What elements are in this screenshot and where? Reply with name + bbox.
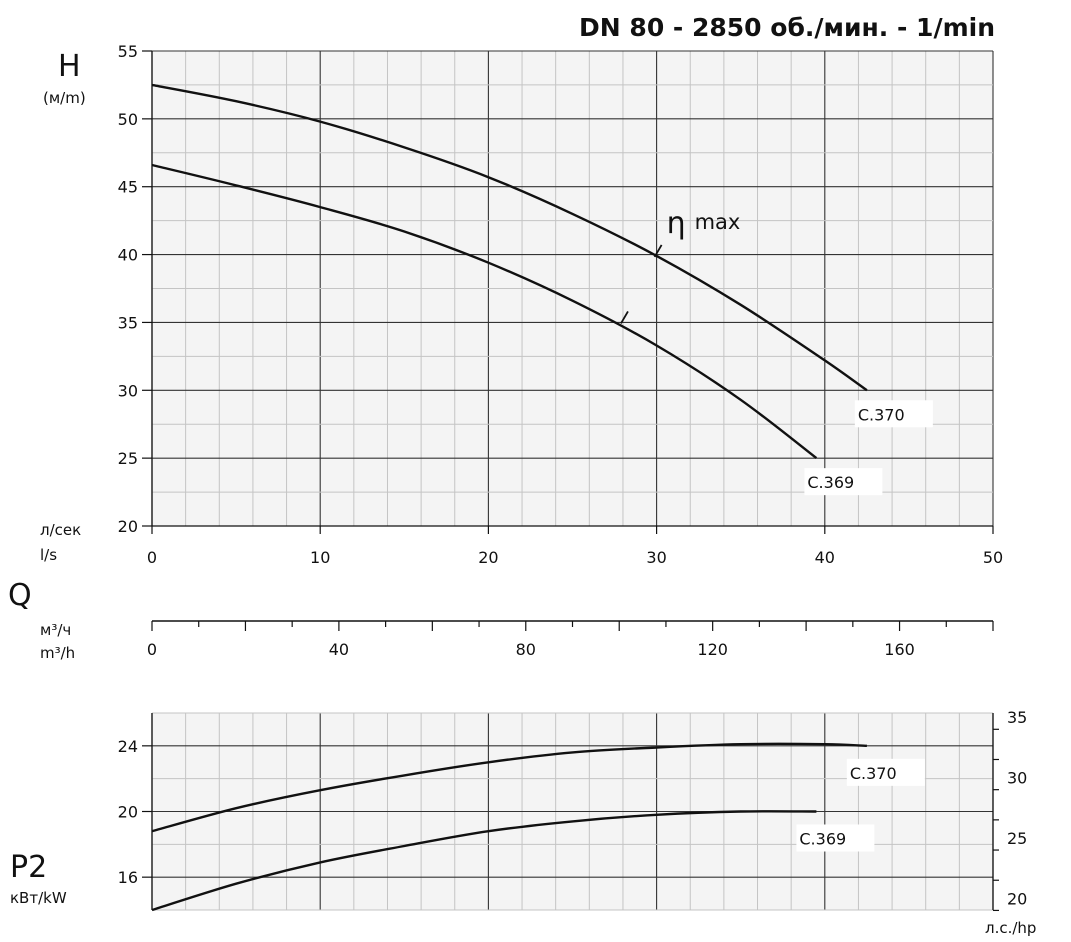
head-y-tick-label: 20 — [118, 517, 138, 536]
flow-tick-label: 120 — [697, 640, 728, 659]
chart-title: DN 80 - 2850 об./мин. - 1/min — [579, 13, 995, 42]
eta-max-label: max — [695, 210, 741, 234]
head-x-tick-label: 20 — [478, 548, 498, 567]
power-series-label-bg — [796, 824, 875, 852]
flow-m3h-axis: 0 40 80 120 160 — [147, 620, 994, 659]
head-series-label-C.369: C.369 — [807, 473, 854, 492]
power-y2-tick-label: 25 — [1007, 829, 1027, 848]
power-series-line-C.369 — [151, 810, 817, 912]
eta-max-marker — [653, 244, 663, 258]
head-x-unit-en: l/s — [40, 546, 57, 564]
head-chart: 20 25 30 35 40 45 50 55 0 10 20 30 40 50 C.370 C.369 η ma… — [118, 42, 1004, 567]
power-y-unit: кВт/kW — [10, 889, 67, 907]
head-series-label-bg — [804, 468, 883, 496]
flow-label: Q — [8, 578, 32, 613]
flow-tick-label: 40 — [329, 640, 349, 659]
head-y-tick-label: 55 — [118, 42, 138, 61]
head-y-tick-label: 40 — [118, 246, 138, 265]
power-series-line-C.370 — [151, 742, 867, 833]
head-x-tick-label: 10 — [310, 548, 330, 567]
flow-unit-en: m³/h — [40, 644, 75, 662]
power-series-label-C.370: C.370 — [850, 764, 897, 783]
power-series-label-C.369: C.369 — [799, 830, 846, 849]
eta-max-marker — [620, 310, 629, 324]
power-y2-unit: л.с./hp — [985, 919, 1036, 937]
head-y-unit: (м/m) — [43, 89, 86, 107]
eta-symbol: η — [667, 206, 686, 241]
head-series-label-C.370: C.370 — [858, 405, 905, 424]
power-series-label-bg — [846, 758, 925, 786]
power-y2-tick-label: 35 — [1007, 708, 1027, 727]
power-chart: 16 20 24 20 25 30 35 C.370 C.369 — [118, 708, 1027, 912]
power-y-tick-label: 20 — [118, 803, 138, 822]
head-y-tick-label: 35 — [118, 313, 138, 332]
power-y2-tick-label: 30 — [1007, 769, 1027, 788]
head-y-tick-label: 50 — [118, 110, 138, 129]
head-y-tick-label: 45 — [118, 178, 138, 197]
head-y-tick-label: 30 — [118, 381, 138, 400]
head-x-unit-ru: л/сек — [40, 521, 81, 539]
power-y-tick-label: 24 — [118, 737, 138, 756]
head-series-label-bg — [854, 400, 933, 428]
head-x-tick-label: 30 — [646, 548, 666, 567]
flow-tick-label: 0 — [147, 640, 157, 659]
head-x-tick-label: 0 — [147, 548, 157, 567]
head-series-line-C.369 — [151, 163, 818, 460]
head-series-line-C.370 — [151, 83, 868, 392]
head-x-tick-label: 50 — [983, 548, 1003, 567]
head-y-tick-label: 25 — [118, 449, 138, 468]
power-y-tick-label: 16 — [118, 868, 138, 887]
flow-tick-label: 160 — [884, 640, 915, 659]
head-y-label: H — [58, 49, 81, 84]
power-y-label: P2 — [10, 850, 47, 885]
flow-tick-label: 80 — [516, 640, 536, 659]
flow-unit-ru: м³/ч — [40, 621, 71, 639]
power-y2-tick-label: 20 — [1007, 889, 1027, 908]
head-x-tick-label: 40 — [815, 548, 835, 567]
